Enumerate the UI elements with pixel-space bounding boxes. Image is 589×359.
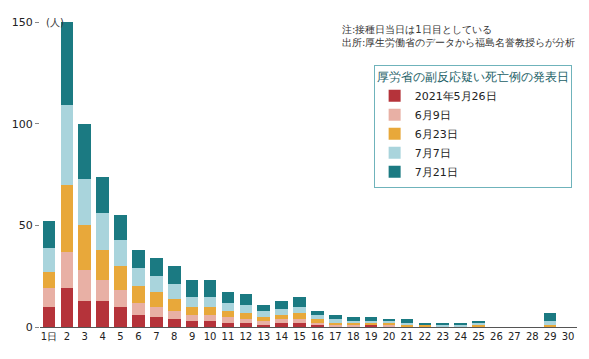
svg-text:(人): (人) bbox=[46, 17, 64, 28]
svg-text:7: 7 bbox=[153, 331, 159, 342]
svg-text:6: 6 bbox=[135, 331, 141, 342]
svg-text:注:接種日当日は1日目としている出所:厚生労働省のデータから: 注:接種日当日は1日目としている出所:厚生労働省のデータから福島名誉教授らが分析 bbox=[342, 24, 575, 48]
svg-text:4: 4 bbox=[99, 331, 105, 342]
svg-text:22: 22 bbox=[418, 331, 431, 342]
svg-text:1日: 1日 bbox=[41, 331, 57, 342]
svg-text:5: 5 bbox=[117, 331, 123, 342]
svg-text:厚労省の副反応疑い死亡例の発表日: 厚労省の副反応疑い死亡例の発表日 bbox=[377, 70, 569, 84]
svg-text:28: 28 bbox=[526, 331, 539, 342]
svg-text:29: 29 bbox=[544, 331, 557, 342]
svg-text:6月9日: 6月9日 bbox=[415, 109, 451, 122]
svg-text:15: 15 bbox=[293, 331, 306, 342]
svg-text:23: 23 bbox=[436, 331, 449, 342]
svg-text:7月21日: 7月21日 bbox=[415, 166, 458, 179]
svg-text:2021年5月26日: 2021年5月26日 bbox=[415, 90, 497, 103]
svg-text:14: 14 bbox=[275, 331, 288, 342]
svg-text:24: 24 bbox=[454, 331, 467, 342]
svg-text:0: 0 bbox=[26, 321, 33, 334]
svg-text:21: 21 bbox=[401, 331, 414, 342]
svg-text:50: 50 bbox=[19, 219, 33, 232]
svg-text:8: 8 bbox=[171, 331, 177, 342]
svg-text:17: 17 bbox=[329, 331, 342, 342]
svg-text:19: 19 bbox=[365, 331, 378, 342]
svg-text:16: 16 bbox=[311, 331, 324, 342]
svg-text:18: 18 bbox=[347, 331, 360, 342]
svg-text:2: 2 bbox=[64, 331, 70, 342]
svg-text:7月7日: 7月7日 bbox=[415, 147, 451, 160]
svg-text:150: 150 bbox=[12, 16, 33, 29]
svg-text:26: 26 bbox=[490, 331, 503, 342]
svg-text:20: 20 bbox=[383, 331, 396, 342]
svg-text:10: 10 bbox=[204, 331, 217, 342]
svg-text:100: 100 bbox=[12, 118, 33, 131]
svg-text:30: 30 bbox=[562, 331, 575, 342]
svg-text:3: 3 bbox=[82, 331, 88, 342]
svg-text:27: 27 bbox=[508, 331, 521, 342]
svg-text:25: 25 bbox=[472, 331, 485, 342]
svg-text:9: 9 bbox=[189, 331, 195, 342]
svg-text:11: 11 bbox=[222, 331, 235, 342]
svg-text:6月23日: 6月23日 bbox=[415, 128, 458, 141]
svg-text:13: 13 bbox=[257, 331, 270, 342]
svg-text:12: 12 bbox=[239, 331, 252, 342]
